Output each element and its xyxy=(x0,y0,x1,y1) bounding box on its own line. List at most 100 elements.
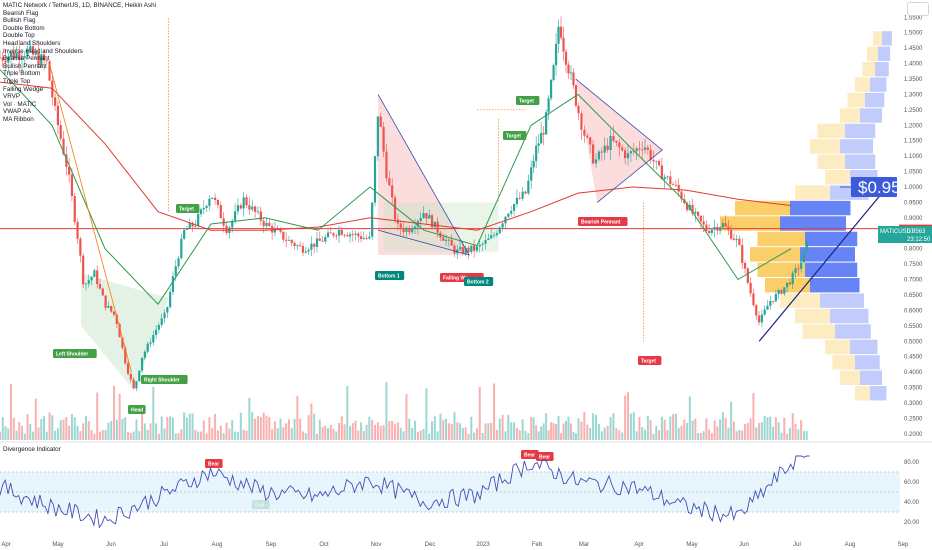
candle-body xyxy=(256,211,260,213)
time-tick-label: Jul xyxy=(793,542,801,548)
indicator-item[interactable]: VWAP AA xyxy=(3,108,31,116)
indicator-item[interactable]: Head and Shoulders xyxy=(3,39,61,47)
volume-bar xyxy=(501,414,504,440)
volume-bar xyxy=(202,420,205,440)
candle-body xyxy=(171,276,175,293)
indicator-item[interactable]: Double Top xyxy=(3,32,35,40)
indicator-item[interactable]: MA Ribbon xyxy=(3,115,34,123)
indicator-item[interactable]: Falling Wedge xyxy=(3,85,44,93)
volume-bar xyxy=(697,433,700,440)
candle-body xyxy=(152,334,155,343)
volume-bar xyxy=(618,430,621,440)
pattern-label: Target xyxy=(519,99,534,105)
price-tick-label: 0.2000 xyxy=(904,432,923,438)
vrvp-bar-up xyxy=(780,293,820,308)
candle-body xyxy=(307,249,310,252)
vrvp-bar-down xyxy=(835,324,871,339)
candle-body xyxy=(393,197,397,220)
price-tick-label: 0.5500 xyxy=(904,324,923,330)
candle-body xyxy=(279,229,282,232)
candle-body xyxy=(23,56,26,59)
time-tick-label: Feb xyxy=(532,542,543,548)
indicator-item[interactable]: Bearish Pennant xyxy=(3,55,50,63)
candle-body xyxy=(382,126,385,152)
indicator-item[interactable]: Vol · MATIC xyxy=(3,100,37,108)
indicator-item[interactable]: Inverse Head and Shoulders xyxy=(3,47,83,55)
candle-body xyxy=(609,135,612,151)
volume-bar xyxy=(738,429,741,440)
volume-bar xyxy=(459,423,462,440)
volume-bar xyxy=(271,429,274,440)
volume-bar xyxy=(160,416,163,440)
candle-body xyxy=(337,229,341,236)
volume-bar xyxy=(433,416,436,440)
vrvp-bar-up xyxy=(817,154,845,169)
candle-body xyxy=(705,224,708,232)
indicator-item[interactable]: Bullish Pennant xyxy=(3,62,47,70)
volume-bar xyxy=(805,431,808,440)
volume-bar xyxy=(129,432,132,440)
price-tick-label: 1.4000 xyxy=(904,62,923,68)
candle-body xyxy=(532,160,535,168)
candle-body xyxy=(70,174,74,197)
indicator-item[interactable]: Triple Top xyxy=(3,77,31,85)
candle-body xyxy=(138,370,141,382)
candle-body xyxy=(542,133,545,135)
candle-body xyxy=(233,211,237,221)
volume-group xyxy=(0,382,808,440)
candle-body xyxy=(154,329,158,335)
volume-bar xyxy=(335,431,338,440)
candle-body xyxy=(194,226,197,227)
volume-bar xyxy=(453,412,456,440)
candle-body xyxy=(416,221,419,227)
volume-bar xyxy=(635,431,638,440)
indicator-item[interactable]: Bearish Flag xyxy=(3,9,39,17)
indicator-item[interactable]: Bullish Flag xyxy=(3,17,36,25)
volume-bar xyxy=(557,415,560,440)
candle-body xyxy=(135,381,138,389)
volume-bar xyxy=(127,432,130,440)
candle-body xyxy=(87,280,90,284)
volume-bar xyxy=(59,420,62,440)
indicator-item[interactable]: Triple Bottom xyxy=(3,70,41,78)
time-tick-label: May xyxy=(52,542,63,548)
volume-bar xyxy=(800,420,803,440)
volume-bar xyxy=(225,422,228,440)
symbol-title[interactable]: MATIC Network / TetherUS, 1D, BINANCE, H… xyxy=(3,2,157,9)
candle-body xyxy=(45,60,48,62)
candle-body xyxy=(239,205,242,209)
vrvp-bar-down xyxy=(810,278,860,293)
vrvp-bar-down xyxy=(845,123,876,139)
volume-bar xyxy=(51,415,54,440)
time-tick-label: Oct xyxy=(319,542,329,548)
volume-bar xyxy=(660,416,663,440)
candle-body xyxy=(15,52,18,59)
indicator-item[interactable]: Double Bottom xyxy=(3,24,45,32)
volume-bar xyxy=(744,424,747,440)
indicator-item[interactable]: VRVP xyxy=(3,93,21,101)
volume-bar xyxy=(101,429,104,440)
candle-body xyxy=(419,217,422,222)
volume-bar xyxy=(794,424,797,440)
volume-bar xyxy=(414,420,417,440)
volume-bar xyxy=(199,431,202,440)
oscillator-title[interactable]: Divergence Indicator xyxy=(3,446,61,453)
candle-body xyxy=(29,46,32,50)
volume-bar xyxy=(7,428,10,440)
candle-body xyxy=(702,221,705,225)
volume-bar xyxy=(40,419,43,440)
osc-tick-label: 20.00 xyxy=(904,520,920,526)
pennant-line xyxy=(575,78,663,203)
candle-body xyxy=(557,26,560,44)
candle-body xyxy=(343,234,346,236)
candle-body xyxy=(191,222,194,227)
candle-body xyxy=(694,211,697,214)
volume-bar xyxy=(560,433,563,440)
candle-body xyxy=(262,220,265,227)
scale-settings-button[interactable] xyxy=(907,2,929,16)
vrvp-bar-down xyxy=(830,308,869,324)
candle-body xyxy=(600,151,603,153)
volume-bar xyxy=(216,430,219,440)
candle-body xyxy=(290,240,293,243)
